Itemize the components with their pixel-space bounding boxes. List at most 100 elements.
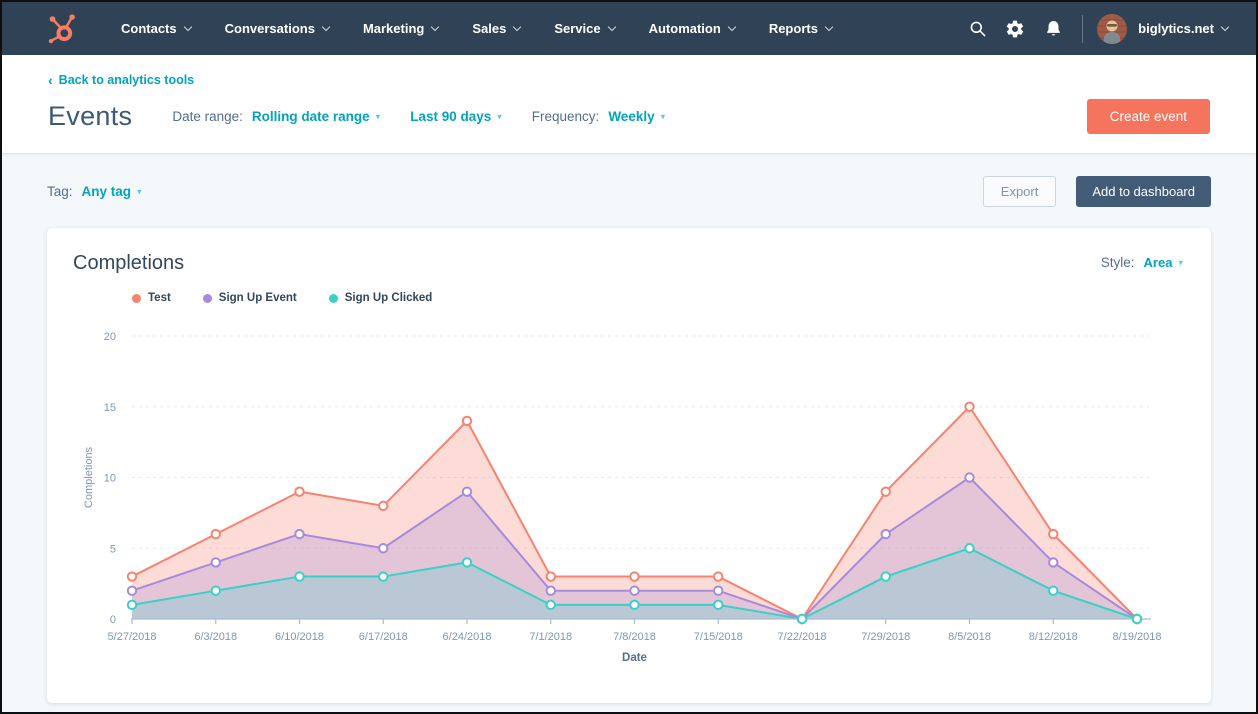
nav-item-sales[interactable]: Sales (455, 2, 537, 55)
chart-data-point[interactable] (880, 528, 891, 540)
area-fill-test (132, 406, 1137, 619)
style-label: Style: (1100, 255, 1135, 270)
chevron-down-icon (513, 22, 522, 31)
back-to-analytics-link[interactable]: ‹ Back to analytics tools (48, 73, 194, 87)
nav-item-conversations[interactable]: Conversations (208, 2, 346, 55)
date-range-label: Date range: (172, 109, 243, 124)
chevron-down-icon (321, 22, 331, 31)
caret-down-icon: ▾ (1178, 257, 1183, 268)
chart-data-point[interactable] (545, 571, 556, 582)
y-axis-tick-label: 15 (104, 402, 116, 414)
date-range-value-dropdown[interactable]: Last 90 days ▾ (410, 109, 502, 124)
chevron-down-icon (824, 22, 834, 31)
x-axis-title: Date (622, 652, 647, 664)
y-axis-tick-label: 0 (110, 614, 116, 626)
hubspot-sprocket-logo-icon[interactable] (44, 12, 78, 46)
nav-item-contacts[interactable]: Contacts (104, 2, 208, 55)
completions-chart-card: Completions Style: Area ▾ Test Sign Up Eve… (47, 228, 1211, 703)
x-axis-tick-label: 6/10/2018 (275, 631, 324, 643)
add-to-dashboard-button[interactable]: Add to dashboard (1076, 176, 1211, 207)
x-axis-tick-label: 6/3/2018 (194, 631, 237, 643)
chart-data-point[interactable] (880, 571, 891, 582)
chart-data-point[interactable] (1048, 528, 1059, 540)
nav-item-marketing[interactable]: Marketing (346, 2, 455, 55)
chart-data-point[interactable] (1048, 585, 1059, 596)
chart-data-point[interactable] (378, 543, 389, 554)
chart-data-point[interactable] (545, 585, 556, 596)
nav-menu: Contacts Conversations Marketing Sales Servi… (104, 2, 849, 55)
chart-data-point[interactable] (294, 528, 305, 540)
account-name: biglytics.net (1138, 21, 1214, 36)
export-button[interactable]: Export (982, 176, 1057, 207)
completions-area-chart: 0 5 10 15 20 5/27/2018 6/3/2018 6/10/2018 6/17/2… (83, 331, 1162, 664)
chart-data-point[interactable] (294, 486, 305, 497)
chevron-down-icon (727, 22, 737, 31)
header-controls-row: Events Date range: Rolling date range ▾ L… (48, 99, 1210, 134)
page-title: Events (48, 101, 133, 131)
create-event-button[interactable]: Create event (1086, 99, 1210, 134)
chart-data-point[interactable] (964, 543, 975, 554)
y-axis-title: Completions (83, 446, 95, 508)
chart-data-point[interactable] (210, 528, 221, 540)
nav-item-service[interactable]: Service (537, 2, 631, 55)
nav-divider (1082, 14, 1084, 43)
legend-item-sign-up-clicked[interactable]: Sign Up Clicked (328, 292, 432, 304)
x-axis-tick-label: 7/29/2018 (861, 631, 910, 643)
account-menu[interactable]: biglytics.net (1097, 13, 1230, 44)
chevron-down-icon (1220, 22, 1230, 31)
chart-style-control: Style: Area ▾ (1101, 255, 1183, 270)
filter-toolbar: Tag: Any tag ▾ Export Add to dashboard (47, 176, 1211, 207)
chart-data-point[interactable] (545, 599, 556, 611)
chart-data-point[interactable] (294, 571, 305, 582)
chart-data-point[interactable] (378, 571, 389, 582)
y-axis-tick-label: 20 (104, 331, 116, 343)
caret-down-icon: ▾ (660, 111, 666, 122)
area-fill-sign-up-clicked (132, 548, 1137, 619)
chart-data-point[interactable] (378, 500, 389, 512)
legend-item-sign-up-event[interactable]: Sign Up Event (202, 292, 297, 304)
chart-data-point[interactable] (713, 585, 724, 596)
chart-data-point[interactable] (126, 571, 138, 582)
legend-item-test[interactable]: Test (132, 292, 171, 304)
chart-data-point[interactable] (461, 415, 473, 427)
chevron-down-icon (607, 22, 616, 31)
x-axis-tick-label: 8/19/2018 (1113, 631, 1162, 643)
x-axis-tick-label: 7/22/2018 (778, 631, 827, 643)
chart-data-point[interactable] (713, 571, 724, 582)
tag-dropdown[interactable]: Any tag ▾ (81, 184, 142, 199)
chart-data-point[interactable] (796, 613, 808, 625)
area-fill-sign-up-event (132, 477, 1137, 619)
chart-data-point[interactable] (126, 585, 138, 596)
card-header: Completions Style: Area ▾ (47, 252, 1211, 275)
x-axis-tick-label: 7/8/2018 (613, 631, 656, 643)
caret-down-icon: ▾ (375, 111, 381, 122)
y-axis-tick-label: 5 (110, 543, 116, 555)
chart-data-point[interactable] (880, 486, 891, 497)
chart-data-point[interactable] (461, 486, 473, 497)
chart-data-point[interactable] (629, 585, 640, 596)
chart-data-point[interactable] (629, 571, 640, 582)
chart-data-point[interactable] (1131, 613, 1143, 625)
settings-gear-icon[interactable] (996, 10, 1034, 48)
chart-data-point[interactable] (629, 599, 640, 611)
chart-data-point[interactable] (964, 472, 975, 483)
chart-data-point[interactable] (1048, 557, 1059, 568)
chart-data-point[interactable] (126, 599, 138, 611)
nav-right-tools: biglytics.net (958, 10, 1230, 48)
nav-item-automation[interactable]: Automation (632, 2, 752, 55)
user-avatar (1097, 13, 1128, 44)
chart-data-point[interactable] (210, 585, 221, 596)
chart-data-point[interactable] (964, 401, 975, 412)
x-axis-tick-label: 7/1/2018 (529, 631, 572, 643)
frequency-dropdown[interactable]: Weekly ▾ (608, 109, 666, 124)
chart-data-point[interactable] (461, 557, 473, 568)
style-dropdown[interactable]: Area ▾ (1143, 255, 1183, 270)
chart-data-point[interactable] (210, 557, 221, 568)
page-header: ‹ Back to analytics tools Events Date ra… (2, 55, 1256, 154)
date-range-type-dropdown[interactable]: Rolling date range ▾ (251, 109, 381, 124)
notifications-bell-icon[interactable] (1034, 10, 1072, 48)
search-icon[interactable] (958, 10, 996, 48)
chart-data-point[interactable] (713, 599, 724, 611)
nav-item-reports[interactable]: Reports (752, 2, 849, 55)
